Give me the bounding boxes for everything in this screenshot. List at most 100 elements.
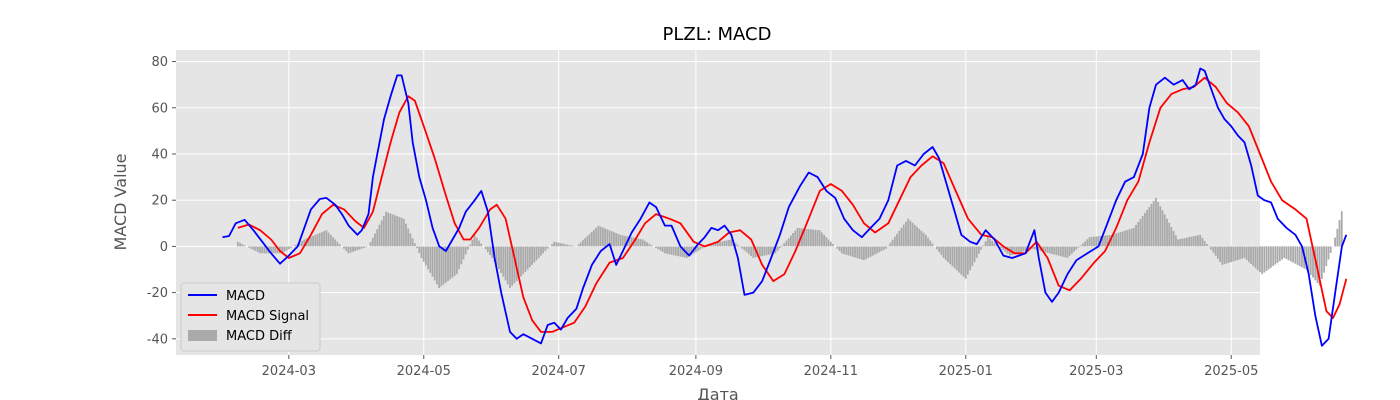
macd-diff-bar [717, 242, 719, 247]
macd-diff-bar [913, 224, 916, 247]
macd-diff-bar [641, 239, 644, 247]
macd-diff-bar [1079, 245, 1082, 247]
macd-diff-bar [648, 243, 651, 247]
macd-diff-bar [336, 241, 339, 247]
macd-diff-bar [832, 244, 834, 247]
macd-diff-bar [1146, 209, 1148, 247]
macd-diff-bar [307, 237, 310, 247]
macd-diff-bar [283, 246, 286, 252]
macd-diff-bar [851, 246, 854, 257]
macd-diff-bar [1247, 246, 1250, 262]
macd-diff-bar [814, 229, 817, 247]
macd-diff-bar [1020, 246, 1022, 253]
legend-diff-swatch [188, 330, 217, 341]
x-tick-label: 2025-01 [939, 364, 993, 379]
macd-diff-bar [630, 237, 633, 247]
macd-diff-bar [785, 240, 788, 247]
macd-diff-bar [1309, 246, 1312, 275]
macd-diff-bar [360, 246, 363, 249]
y-tick-label: 0 [160, 240, 168, 255]
macd-diff-bar [838, 246, 841, 252]
macd-diff-bar [495, 246, 498, 266]
macd-diff-bar [849, 246, 852, 257]
y-tick-label: 40 [151, 147, 168, 162]
macd-diff-bar [730, 239, 733, 247]
macd-diff-bar [1084, 241, 1087, 247]
macd-diff-bar [674, 246, 677, 256]
macd-diff-bar [854, 246, 856, 258]
macd-diff-bar [285, 246, 288, 251]
macd-diff-bar [599, 226, 602, 247]
macd-diff-bar [1066, 246, 1069, 258]
macd-diff-bar [1289, 246, 1292, 262]
y-tick-label: 80 [151, 55, 168, 70]
macd-diff-bar [1201, 237, 1204, 247]
macd-line [222, 67, 1348, 347]
macd-diff-bar [1137, 221, 1140, 247]
macd-diff-bar [1062, 246, 1064, 257]
macd-diff-bar [672, 246, 675, 256]
macd-diff-bar [745, 246, 748, 253]
macd-diff-bar [867, 246, 870, 258]
macd-diff-bar [995, 244, 998, 247]
macd-diff-bar [582, 240, 584, 247]
macd-diff-bar [1152, 200, 1155, 247]
macd-diff-bar [531, 246, 533, 265]
macd-diff-bar [270, 246, 272, 254]
macd-diff-bar [473, 234, 476, 247]
macd-diff-bar [728, 239, 730, 247]
macd-diff-bar [1073, 246, 1075, 252]
macd-diff-bar [613, 232, 615, 247]
macd-diff-bar [882, 246, 885, 250]
macd-diff-bar [416, 246, 418, 249]
macd-diff-bar [712, 243, 715, 247]
macd-diff-bar [610, 231, 613, 247]
macd-diff-bar [400, 217, 403, 247]
macd-diff-bar [1270, 246, 1272, 268]
macd-diff-bar [453, 246, 456, 276]
macd-diff-bar [1042, 246, 1044, 252]
macd-diff-bar [759, 246, 761, 257]
macd-diff-bar [876, 246, 879, 254]
macd-diff-bar [940, 246, 943, 256]
macd-diff-bar [670, 246, 673, 255]
macd-diff-bar [387, 212, 390, 247]
macd-diff-bar [714, 242, 717, 247]
macd-diff-bar [688, 246, 691, 257]
macd-diff-bar [973, 246, 976, 263]
macd-diff-bar [1068, 246, 1071, 256]
macd-diff-bar [1181, 238, 1184, 247]
macd-diff-bar [451, 246, 454, 278]
macd-diff-bar [736, 245, 739, 247]
macd-diff-bar [909, 220, 912, 247]
macd-diff-bar [836, 246, 839, 249]
macd-diff-bar [325, 230, 328, 247]
macd-diff-bar [321, 232, 323, 247]
macd-diff-bar [447, 246, 449, 282]
macd-diff-bar [1093, 236, 1095, 247]
macd-diff-bar [920, 230, 923, 247]
macd-diff-bar [606, 229, 609, 247]
macd-diff-bar [1188, 237, 1191, 247]
macd-diff-bar [380, 220, 383, 247]
macd-diff-bar [803, 228, 806, 247]
macd-diff-bar [734, 243, 737, 247]
macd-diff-bar [1022, 246, 1025, 252]
legend-signal-label: MACD Signal [226, 309, 309, 324]
macd-diff-bar [252, 246, 255, 250]
macd-diff-bar [1259, 246, 1261, 273]
macd-diff-bar [1132, 227, 1135, 247]
macd-diff-bar [276, 246, 279, 254]
macd-diff-bar [679, 246, 682, 257]
macd-diff-bar [1150, 203, 1153, 247]
macd-diff-bar [526, 246, 529, 270]
macd-diff-bar [889, 242, 892, 247]
macd-diff-bar [427, 246, 429, 270]
macd-diff-bar [1110, 234, 1113, 247]
macd-diff-bar [741, 246, 744, 249]
macd-diff-bar [314, 234, 317, 247]
macd-diff-bar [750, 246, 752, 257]
macd-diff-bar [509, 246, 511, 288]
macd-diff-bar [639, 239, 642, 247]
macd-diff-bar [1130, 228, 1133, 247]
